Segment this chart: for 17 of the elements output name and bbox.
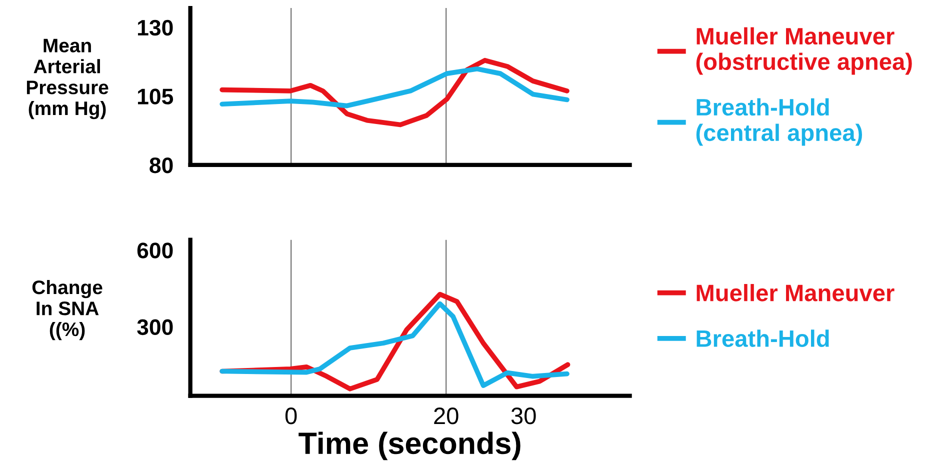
x-tick-label: 20 — [434, 408, 458, 424]
y-axis-title: Mean Arterial Pressure (mm Hg) — [26, 38, 108, 120]
legend-label: Breath-Hold (central apnea) — [696, 98, 862, 146]
x-tick-label: 30 — [511, 408, 536, 424]
x-axis-title: Time (seconds) — [298, 432, 520, 460]
legend-label: Breath-Hold — [696, 330, 829, 347]
x-tick-label: 0 — [285, 408, 297, 424]
y-tick-label: 80 — [150, 157, 173, 174]
line-series — [220, 66, 570, 108]
y-axis-title: Change In SNA ((%) — [32, 280, 102, 340]
line-series — [220, 58, 570, 128]
y-tick-label: 105 — [138, 88, 174, 104]
legend-label: Mueller Maneuver (obstructive apnea) — [696, 27, 912, 75]
y-tick-label: 300 — [137, 319, 173, 336]
legend-label: Mueller Maneuver — [696, 284, 894, 302]
y-tick-label: 600 — [137, 242, 173, 258]
y-tick-label: 130 — [138, 20, 173, 36]
